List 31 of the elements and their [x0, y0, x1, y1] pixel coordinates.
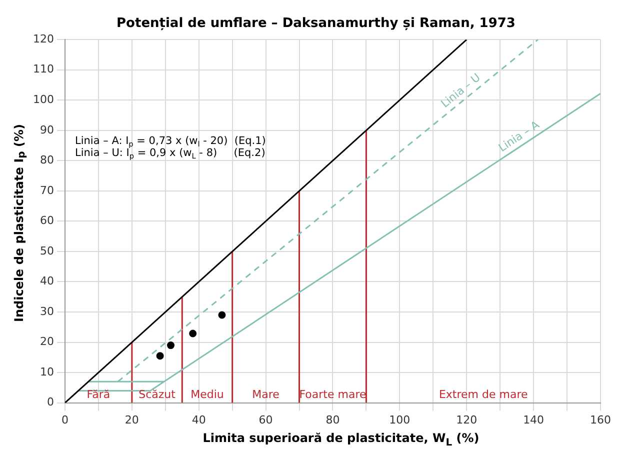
y-tick-label: 10 [40, 365, 54, 378]
y-tick-label: 60 [40, 214, 54, 228]
x-tick-label: 160 [590, 413, 611, 426]
annotation: Fără [86, 388, 110, 402]
x-tick-label: 40 [192, 413, 206, 426]
annotation: Mare [252, 388, 280, 402]
y-tick-label: 20 [40, 335, 54, 348]
x-axis-title: Limita superioară de plasticitate, W$_{L}$ (%) [202, 430, 480, 448]
y-tick-label: 100 [32, 92, 54, 106]
x-tick-label: 140 [523, 413, 544, 426]
y-tick-label: 120 [32, 32, 54, 46]
y-tick-label: 0 [46, 396, 54, 409]
x-tick-label: 60 [258, 413, 273, 426]
x-tick-label: 80 [326, 413, 340, 426]
chart-title: Potențial de umflare – Daksanamurthy și Raman, 1973 [116, 16, 516, 32]
y-tick-label: 110 [32, 62, 54, 76]
y-tick-label: 70 [40, 184, 54, 197]
x-tick-label: 120 [456, 413, 478, 426]
x-tick-label: 100 [389, 413, 410, 426]
annotation: Foarte mare [299, 388, 366, 402]
annotation: Mediu [190, 388, 224, 402]
annotation: Extrem de mare [438, 388, 528, 402]
y-tick-label: 40 [40, 274, 54, 288]
x-tick-label: 0 [61, 413, 68, 426]
y-tick-label: 50 [40, 244, 54, 258]
y-tick-label: 30 [40, 304, 54, 318]
annotation: Linia – A [496, 118, 542, 154]
x-tick-label: 20 [124, 413, 139, 426]
y-tick-label: 90 [40, 123, 54, 136]
annotation: Scăzut [138, 388, 176, 402]
y-tick-label: 80 [40, 154, 54, 167]
